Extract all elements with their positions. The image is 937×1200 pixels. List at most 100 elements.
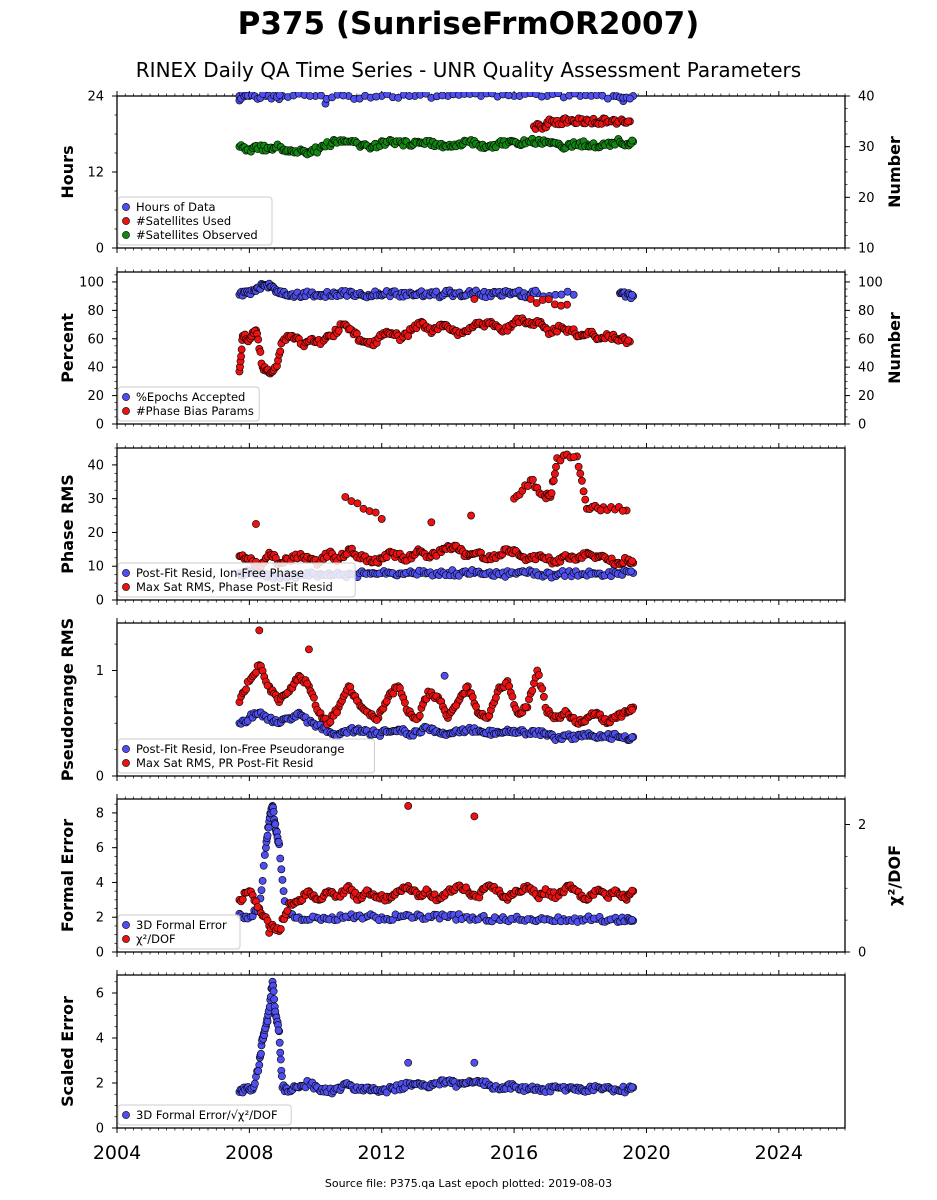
- data-point: [628, 1083, 637, 1091]
- legend-marker: [122, 759, 130, 767]
- data-point: [283, 906, 292, 915]
- data-point: [341, 493, 350, 501]
- data-point: [276, 1055, 285, 1064]
- series-1: [235, 295, 634, 378]
- data-point: [377, 515, 386, 523]
- data-point: [628, 733, 637, 742]
- legend: Post-Fit Resid, Ion-Free PseudorangeMax …: [117, 738, 375, 774]
- legend-marker: [122, 231, 130, 239]
- data-point: [317, 92, 325, 100]
- y-axis-label: Percent: [58, 313, 77, 383]
- series-1: [235, 450, 638, 572]
- y-tick-label: 2: [96, 1077, 104, 1092]
- x-tick-label: 2008: [225, 1142, 273, 1164]
- data-point: [432, 287, 441, 296]
- data-point: [554, 92, 563, 98]
- data-point: [440, 671, 449, 680]
- data-point: [581, 495, 590, 504]
- data-point: [333, 708, 341, 717]
- data-point: [535, 671, 543, 679]
- data-point: [264, 823, 273, 832]
- y-right-tick-label: 40: [858, 90, 875, 105]
- data-point: [276, 1048, 285, 1057]
- figure-subtitle: RINEX Daily QA Time Series - UNR Quality…: [135, 58, 802, 82]
- data-point: [372, 716, 381, 724]
- y-right-tick-label: 0: [858, 418, 866, 433]
- series-1: [235, 626, 638, 729]
- legend-marker: [122, 921, 130, 929]
- legend-label: Post-Fit Resid, Ion-Free Phase: [136, 566, 304, 580]
- y-right-tick-label: 30: [858, 140, 875, 155]
- y-right-tick-label: 20: [858, 389, 875, 404]
- y-tick-label: 4: [96, 1032, 104, 1047]
- panel-phase-rms: 0 10 20 30 40 Phase RMS Post-Fit Resid, Ion-Fr…: [58, 443, 846, 609]
- data-point: [306, 92, 314, 100]
- data-point: [255, 626, 264, 635]
- data-point: [628, 886, 637, 895]
- data-point: [279, 887, 288, 896]
- data-point: [339, 92, 348, 100]
- data-point: [334, 326, 343, 335]
- y-axis-label: Phase RMS: [58, 474, 77, 574]
- y-axis-label: Pseudorange RMS: [58, 618, 77, 781]
- data-point: [278, 1072, 286, 1081]
- source-footer: Source file: P375.qa Last epoch plotted:…: [324, 1177, 613, 1190]
- data-point: [624, 117, 633, 126]
- data-point: [569, 290, 578, 299]
- legend-label: Post-Fit Resid, Ion-Free Pseudorange: [136, 742, 344, 756]
- data-point: [415, 711, 424, 720]
- data-point: [551, 469, 559, 478]
- y-right-tick-label: 0: [858, 946, 866, 961]
- data-point: [382, 697, 391, 706]
- points-pseudorange-rms: [235, 626, 638, 744]
- y-tick-label: 0: [96, 418, 104, 433]
- data-point: [563, 287, 572, 296]
- data-point: [578, 476, 586, 485]
- data-point: [462, 683, 471, 692]
- figure-title: P375 (SunriseFrmOR2007): [237, 6, 700, 42]
- data-point: [576, 469, 585, 478]
- y-tick-label: 20: [87, 389, 104, 404]
- y-right-tick-label: 20: [858, 191, 875, 206]
- legend-label: Hours of Data: [136, 200, 216, 214]
- data-point: [628, 136, 637, 145]
- data-point: [252, 668, 260, 677]
- data-point: [596, 506, 605, 515]
- data-point: [263, 831, 272, 840]
- legend-box: [117, 738, 375, 774]
- data-point: [257, 886, 266, 894]
- y-tick-label: 6: [96, 841, 104, 856]
- legend-label: χ²/DOF: [136, 932, 176, 946]
- y-right-tick-label: 2: [858, 818, 866, 833]
- points-formal-error: [235, 802, 638, 937]
- data-point: [404, 1058, 413, 1067]
- x-tick-label: 2016: [490, 1142, 538, 1164]
- legend: Hours of Data#Satellites Used#Satellites…: [117, 196, 273, 246]
- data-point: [491, 693, 500, 702]
- legend-label: #Satellites Used: [136, 214, 231, 228]
- data-point: [263, 1017, 272, 1026]
- data-point: [574, 462, 583, 471]
- legend-label: Max Sat RMS, Phase Post-Fit Resid: [136, 580, 333, 594]
- x-tick-label: 2024: [755, 1142, 803, 1164]
- legend-marker: [122, 217, 130, 225]
- y-axis-label: Hours: [58, 145, 77, 198]
- data-point: [371, 508, 380, 517]
- legend-marker: [122, 407, 130, 415]
- y-right-tick-label: 60: [858, 332, 875, 347]
- data-point: [404, 802, 413, 810]
- data-point: [438, 92, 447, 100]
- y-tick-label: 0: [96, 594, 104, 609]
- data-point: [258, 876, 267, 885]
- data-point: [471, 92, 480, 98]
- data-point: [628, 705, 637, 714]
- y-axis-label: Scaled Error: [58, 996, 77, 1107]
- data-point: [253, 903, 262, 911]
- y-tick-label: 12: [87, 166, 104, 181]
- data-point: [237, 345, 246, 354]
- panel-percent: 0 20 40 60 80 100 0 20 40 60 80 100 Percent Number %Ep…: [58, 267, 904, 433]
- data-point: [260, 851, 269, 859]
